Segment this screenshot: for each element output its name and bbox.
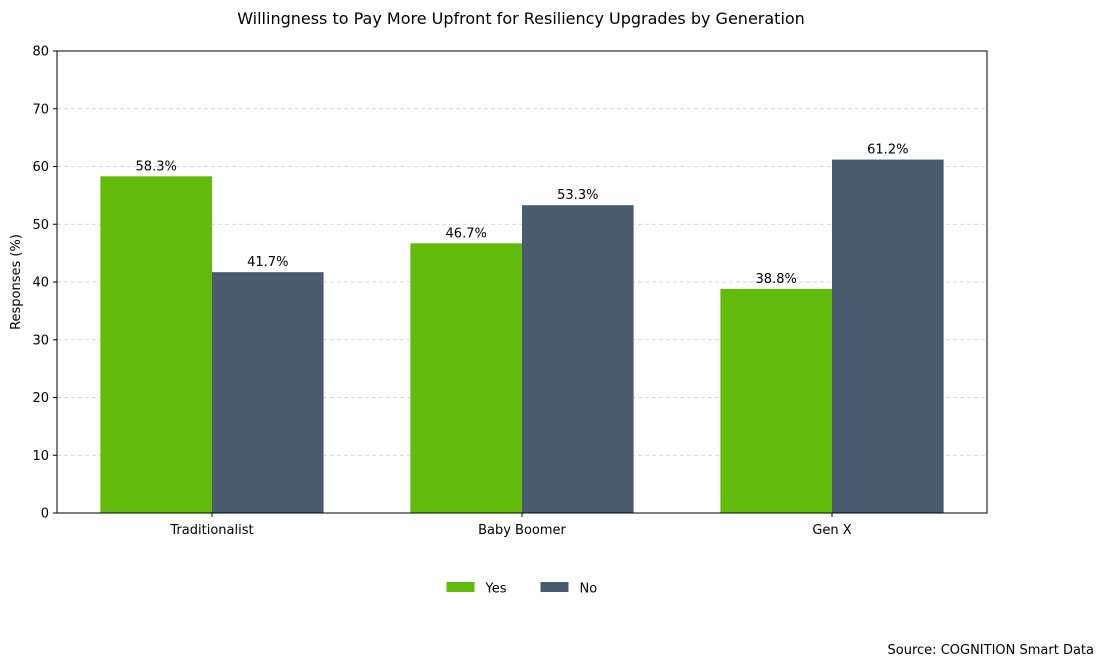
y-tick-label: 50	[32, 218, 49, 233]
bar-yes-gen-x	[720, 288, 832, 513]
bar-yes-traditionalist	[100, 176, 212, 513]
legend-swatch-yes	[446, 582, 475, 592]
data-label: 46.7%	[446, 226, 487, 241]
data-label: 41.7%	[247, 255, 288, 270]
y-tick-label: 0	[41, 507, 49, 522]
bar-no-gen-x	[832, 159, 944, 513]
legend-swatch-no	[540, 582, 569, 592]
source-note: Source: COGNITION Smart Data	[888, 643, 1094, 658]
data-label: 58.3%	[136, 159, 177, 174]
chart-title: Willingness to Pay More Upfront for Resi…	[237, 9, 805, 28]
bar-no-traditionalist	[212, 272, 324, 513]
y-tick-label: 60	[32, 160, 49, 175]
y-tick-label: 20	[32, 391, 49, 406]
y-tick-label: 70	[32, 102, 49, 117]
bar-yes-baby-boomer	[410, 243, 522, 513]
y-tick-label: 80	[32, 45, 49, 60]
y-tick-label: 10	[32, 449, 49, 464]
y-tick-label: 30	[32, 333, 49, 348]
data-label: 38.8%	[756, 272, 797, 287]
data-label: 53.3%	[557, 188, 598, 203]
y-tick-label: 40	[32, 276, 49, 291]
data-label: 61.2%	[867, 143, 908, 158]
legend-label-no: No	[580, 582, 598, 597]
legend-label-yes: Yes	[485, 582, 507, 597]
axes: 0 10 20 30 40 50 60 70 80 Traditionalist Baby Boom…	[32, 45, 851, 539]
x-tick-label: Gen X	[812, 523, 851, 538]
x-tick-label: Traditionalist	[169, 523, 253, 538]
bar-no-baby-boomer	[522, 205, 634, 513]
legend: Yes No	[446, 582, 598, 597]
bars: 58.3% 41.7% 46.7% 53.3% 38.8% 61.2%	[100, 143, 944, 513]
y-axis-label: Responses (%)	[9, 234, 24, 330]
x-tick-label: Baby Boomer	[478, 523, 566, 538]
